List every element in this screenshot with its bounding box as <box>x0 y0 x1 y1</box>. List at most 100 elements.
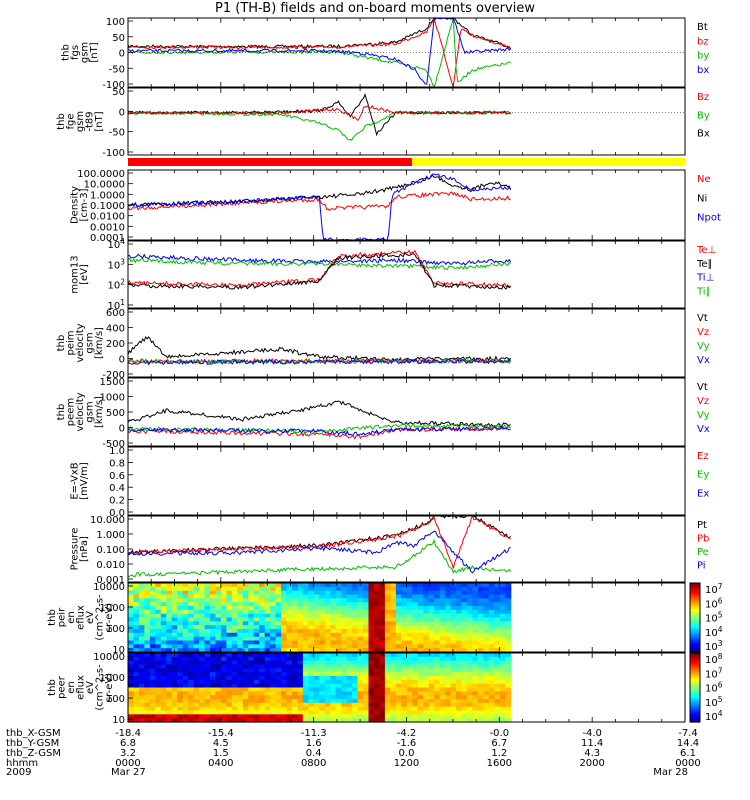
heatmap-cell <box>313 636 320 642</box>
heatmap-cell <box>346 676 353 681</box>
heatmap-cell <box>210 602 217 607</box>
heatmap-cell <box>335 706 342 712</box>
heatmap-cell <box>423 621 430 626</box>
heatmap-cell <box>483 648 490 653</box>
heatmap-cell <box>302 653 309 658</box>
series-line-Vt <box>127 400 511 428</box>
heatmap-cell <box>374 695 381 700</box>
heatmap-cell <box>363 695 370 700</box>
heatmap-cell <box>128 679 135 685</box>
heatmap-cell <box>188 668 195 673</box>
heatmap-cell <box>220 594 227 599</box>
series-line-bx <box>127 17 512 85</box>
heatmap-cell <box>439 586 446 592</box>
heatmap-cell <box>281 613 288 619</box>
heatmap-cell <box>313 710 320 715</box>
colorbar-cell <box>690 668 700 671</box>
heatmap-cell <box>138 660 145 666</box>
heatmap-cell <box>264 718 271 723</box>
heatmap-cell <box>374 594 381 599</box>
heatmap-cell <box>226 636 233 642</box>
heatmap-cell <box>270 648 277 653</box>
heatmap-cell <box>505 586 512 592</box>
heatmap-cell <box>505 714 512 719</box>
heatmap-cell <box>128 687 135 692</box>
heatmap-cell <box>417 590 424 596</box>
heatmap-cell <box>368 679 375 685</box>
heatmap-cell <box>434 621 441 626</box>
heatmap-cell <box>379 583 386 588</box>
heatmap-cell <box>193 632 200 638</box>
y-tick-label: 10.000 <box>90 515 125 526</box>
heatmap-cell <box>368 676 375 681</box>
heatmap-cell <box>237 644 244 649</box>
heatmap-cell <box>253 672 260 677</box>
heatmap-cell <box>483 636 490 642</box>
heatmap-cell <box>193 702 200 708</box>
panel-frame <box>127 308 686 378</box>
heatmap-cell <box>248 718 255 723</box>
heatmap-cell <box>204 706 211 712</box>
heatmap-cell <box>390 664 397 669</box>
heatmap-cell <box>210 687 217 692</box>
heatmap-cell <box>423 706 430 712</box>
heatmap-cell <box>488 644 495 649</box>
heatmap-cell <box>182 672 189 677</box>
heatmap-cell <box>188 598 195 603</box>
heatmap-cell <box>456 710 463 715</box>
heatmap-cell <box>379 617 386 622</box>
heatmap-cell <box>488 668 495 673</box>
heatmap-cell <box>428 706 435 712</box>
heatmap-cell <box>226 613 233 619</box>
heatmap-cell <box>193 613 200 619</box>
heatmap-cell <box>264 656 271 662</box>
heatmap-cell <box>363 594 370 599</box>
heatmap-cell <box>302 606 309 611</box>
heatmap-cell <box>160 706 167 712</box>
heatmap-cell <box>488 609 495 615</box>
heatmap-cell <box>144 695 151 700</box>
heatmap-cell <box>292 668 299 673</box>
y-axis-label: velocity <box>75 323 86 362</box>
heatmap-cell <box>133 679 140 685</box>
heatmap-cell <box>199 653 206 658</box>
heatmap-cell <box>259 718 266 723</box>
heatmap-cell <box>434 636 441 642</box>
heatmap-cell <box>275 687 282 692</box>
heatmap-cell <box>384 598 391 603</box>
heatmap-cell <box>220 625 227 630</box>
heatmap-cell <box>494 609 501 615</box>
heatmap-cell <box>188 706 195 712</box>
heatmap-cell <box>434 687 441 692</box>
x-axis-value: -15.4 <box>208 728 234 739</box>
heatmap-cell <box>155 606 162 611</box>
heatmap-cell <box>434 672 441 677</box>
heatmap-cell <box>461 629 468 634</box>
heatmap-cell <box>286 706 293 712</box>
heatmap-cell <box>210 644 217 649</box>
heatmap-cell <box>483 718 490 723</box>
heatmap-cell <box>472 702 479 708</box>
heatmap-cell <box>226 590 233 596</box>
heatmap-cell <box>199 714 206 719</box>
heatmap-cell <box>374 636 381 642</box>
heatmap-cell <box>374 714 381 719</box>
legend-entry: Vy <box>697 341 710 352</box>
heatmap-cell <box>439 594 446 599</box>
heatmap-cell <box>445 640 452 645</box>
heatmap-cell <box>466 648 473 653</box>
heatmap-cell <box>237 602 244 607</box>
heatmap-cell <box>352 648 359 653</box>
heatmap-cell <box>128 706 135 712</box>
legend-entry: bz <box>697 36 709 47</box>
heatmap-cell <box>177 606 184 611</box>
heatmap-cell <box>395 687 402 692</box>
heatmap-cell <box>395 586 402 592</box>
heatmap-cell <box>357 656 364 662</box>
heatmap-cell <box>144 625 151 630</box>
heatmap-cell <box>374 702 381 708</box>
heatmap-cell <box>505 636 512 642</box>
heatmap-cell <box>406 660 413 666</box>
heatmap-cell <box>210 714 217 719</box>
heatmap-cell <box>210 590 217 596</box>
